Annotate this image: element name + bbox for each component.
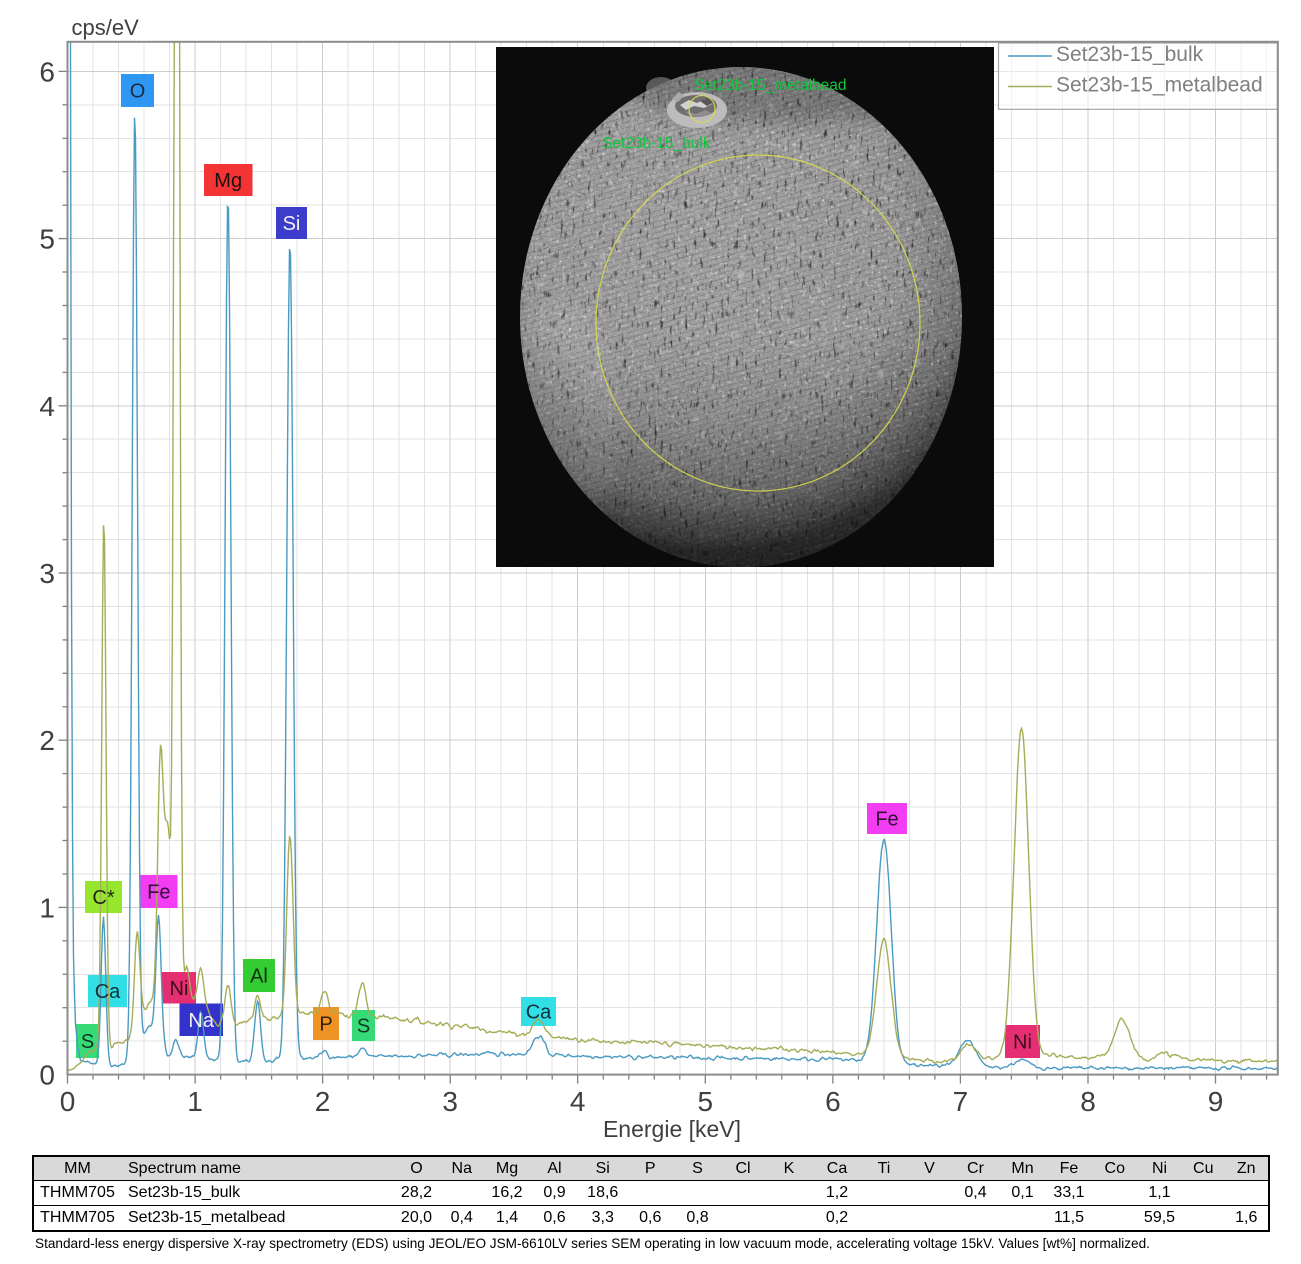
svg-text:4: 4 [39,391,55,422]
svg-text:8: 8 [1080,1086,1096,1117]
svg-text:O: O [130,81,146,103]
svg-text:Set23b-15_metalbead: Set23b-15_metalbead [1056,74,1263,97]
svg-text:C*: C* [92,887,114,909]
svg-text:6: 6 [825,1086,841,1117]
svg-text:1: 1 [187,1086,203,1117]
svg-text:6: 6 [39,56,55,87]
svg-text:S: S [357,1016,370,1038]
svg-text:3: 3 [39,558,55,589]
svg-text:2: 2 [315,1086,331,1117]
svg-text:Mg: Mg [214,170,242,192]
svg-text:S: S [81,1031,94,1053]
svg-text:Al: Al [250,966,268,988]
svg-text:9: 9 [1208,1086,1224,1117]
svg-text:Energie [keV]: Energie [keV] [603,1116,741,1142]
svg-text:Na: Na [188,1010,214,1032]
svg-text:5: 5 [39,224,55,255]
svg-text:Ni: Ni [1013,1032,1032,1054]
svg-text:3: 3 [442,1086,458,1117]
svg-text:Ca: Ca [95,981,121,1003]
svg-text:Ca: Ca [526,1002,552,1024]
svg-text:Set23b-15_bulk: Set23b-15_bulk [1056,43,1204,66]
svg-text:7: 7 [953,1086,969,1117]
svg-text:P: P [319,1014,332,1036]
svg-text:2: 2 [39,725,55,756]
svg-text:cps/eV: cps/eV [72,15,140,40]
svg-text:Si: Si [283,213,301,235]
svg-text:Fe: Fe [875,809,898,831]
svg-text:Fe: Fe [147,882,170,904]
svg-text:Set23b-15_metalbead: Set23b-15_metalbead [694,77,847,94]
svg-text:0: 0 [60,1086,76,1117]
svg-text:4: 4 [570,1086,586,1117]
svg-text:Set23b-15_bulk: Set23b-15_bulk [602,135,711,152]
svg-text:0: 0 [39,1060,55,1091]
svg-text:5: 5 [698,1086,714,1117]
svg-text:1: 1 [39,892,55,923]
svg-text:Ni: Ni [170,978,189,1000]
